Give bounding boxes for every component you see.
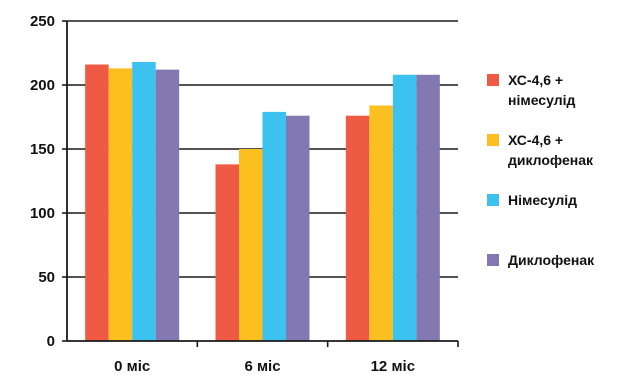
bar-3-1: [132, 61, 156, 342]
bar-2-2: [239, 149, 263, 341]
legend-label-line: ХС-4,6 +: [508, 132, 563, 148]
bar-4-1: [155, 69, 180, 341]
x-tick-label: 6 міс: [244, 358, 280, 375]
legend-item-3: Німесулід: [487, 192, 577, 208]
bar-4-2: [286, 115, 310, 341]
x-tick-label: 12 міс: [371, 358, 415, 375]
y-tick-label: 250: [30, 13, 55, 30]
legend-label-line: диклофенак: [508, 152, 594, 168]
legend-item-1: ХС-4,6 + німесулід: [487, 72, 575, 108]
legend-label-line: німесулід: [508, 92, 575, 108]
legend-item-2: ХС-4,6 + диклофенак: [487, 132, 594, 168]
bar-3-3: [392, 74, 417, 341]
legend-swatch: [487, 74, 499, 86]
legend-label-line: ХС-4,6 +: [508, 72, 563, 88]
legend-label: ХС-4,6 + німесулід: [508, 72, 575, 108]
legend-label-line: Німесулід: [508, 192, 577, 208]
bars: [85, 61, 440, 342]
bar-1-2: [215, 164, 239, 341]
legend-swatch: [487, 254, 499, 266]
legend-swatch: [487, 134, 499, 146]
y-axis-ticks: 0 50 100 150 200 250: [30, 13, 67, 350]
bar-3-2: [262, 111, 286, 341]
bar-2-3: [369, 105, 393, 341]
legend-label-line: Диклофенак: [508, 252, 595, 268]
y-tick-label: 150: [30, 141, 55, 158]
x-tick-label: 0 міс: [114, 358, 150, 375]
legend-label: Німесулід: [508, 192, 577, 208]
legend-label: Диклофенак: [508, 252, 595, 268]
bar-2-1: [108, 68, 133, 342]
y-tick-label: 200: [30, 77, 55, 94]
legend: ХС-4,6 + німесулід ХС-4,6 + диклофенак Німес…: [487, 72, 595, 268]
bar-1-1: [85, 64, 109, 342]
bar-4-3: [416, 74, 440, 341]
y-tick-label: 0: [47, 333, 55, 350]
x-axis-ticks: 0 міс 6 міс 12 міс: [114, 341, 459, 375]
y-tick-label: 50: [38, 269, 55, 286]
legend-swatch: [487, 194, 499, 206]
y-tick-label: 100: [30, 205, 55, 222]
bar-1-3: [345, 115, 370, 341]
axes: [66, 21, 458, 342]
legend-item-4: Диклофенак: [487, 252, 595, 268]
legend-label: ХС-4,6 + диклофенак: [508, 132, 594, 168]
